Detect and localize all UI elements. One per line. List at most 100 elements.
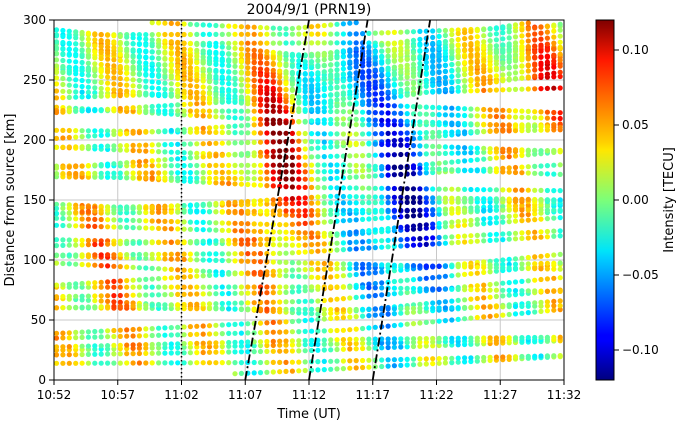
data-point [206,125,213,131]
data-point [66,164,72,170]
data-point [283,250,289,256]
data-point [430,319,436,325]
data-point [245,101,251,107]
data-point [487,38,493,44]
data-point [73,59,79,65]
data-point [372,152,378,158]
data-point [360,228,366,234]
data-point [162,350,168,356]
data-point [442,305,448,311]
data-point [206,301,213,307]
data-point [283,51,289,57]
data-point [219,360,225,366]
data-point [92,55,98,61]
data-point [124,170,130,176]
data-point [487,281,493,288]
data-point [238,140,244,146]
data-point [532,127,538,133]
data-point [315,248,321,254]
data-point [538,148,544,154]
data-point [264,284,270,290]
data-point [200,169,206,176]
data-point [117,284,123,290]
data-point [238,82,244,88]
data-point [353,246,359,252]
data-point [372,207,378,213]
data-point [73,261,79,267]
data-point [557,307,563,313]
data-point [156,292,162,298]
data-point [79,205,85,211]
data-point [455,305,461,311]
data-point [200,179,206,185]
data-point [289,329,295,335]
data-point [251,290,257,296]
data-point [168,108,174,114]
data-point [226,63,232,69]
data-point [500,128,506,134]
data-point [391,322,397,329]
data-point [391,172,397,178]
data-point [468,35,474,41]
data-point [436,129,442,135]
data-point [85,174,91,180]
data-point [73,223,79,229]
data-point [232,69,238,75]
data-point [232,349,238,355]
data-point [493,113,499,120]
data-point [251,89,257,95]
data-point [181,88,187,94]
data-point [213,108,219,114]
data-point [143,284,149,290]
data-point [98,208,104,214]
data-point [98,49,104,56]
data-point [245,53,251,59]
data-point [130,210,136,216]
data-point [468,355,474,361]
data-point [532,49,538,55]
data-point [462,54,468,60]
data-point [532,254,538,260]
data-point [525,152,531,158]
data-point [66,210,72,216]
data-point [398,45,404,51]
data-point [398,118,404,124]
data-point [226,123,232,130]
data-point [156,49,162,56]
data-point [404,321,410,327]
data-point [245,31,251,37]
data-point [557,73,563,80]
data-point [417,48,423,54]
data-point [117,342,123,348]
data-point [105,303,111,310]
data-point [175,251,181,257]
data-point [340,315,346,321]
data-point [270,359,276,365]
data-point [296,58,302,64]
data-point [117,292,123,299]
data-point [105,174,111,180]
data-point [512,279,519,285]
data-point [334,91,340,97]
data-point [187,162,193,169]
data-point [79,334,85,340]
data-point [493,49,499,55]
data-point [60,344,66,350]
data-point [257,269,264,275]
data-point [512,207,519,213]
data-point [168,291,174,298]
data-point [366,238,372,244]
data-point [353,346,359,352]
data-point [347,71,353,77]
data-point [277,208,283,214]
data-point [168,39,174,45]
data-point [506,47,512,53]
data-point [111,75,117,81]
data-point [404,224,410,230]
data-point [551,307,557,313]
data-point [340,66,346,72]
data-point [423,343,429,349]
data-point [194,273,200,279]
data-point [442,186,448,192]
data-point [417,361,423,367]
